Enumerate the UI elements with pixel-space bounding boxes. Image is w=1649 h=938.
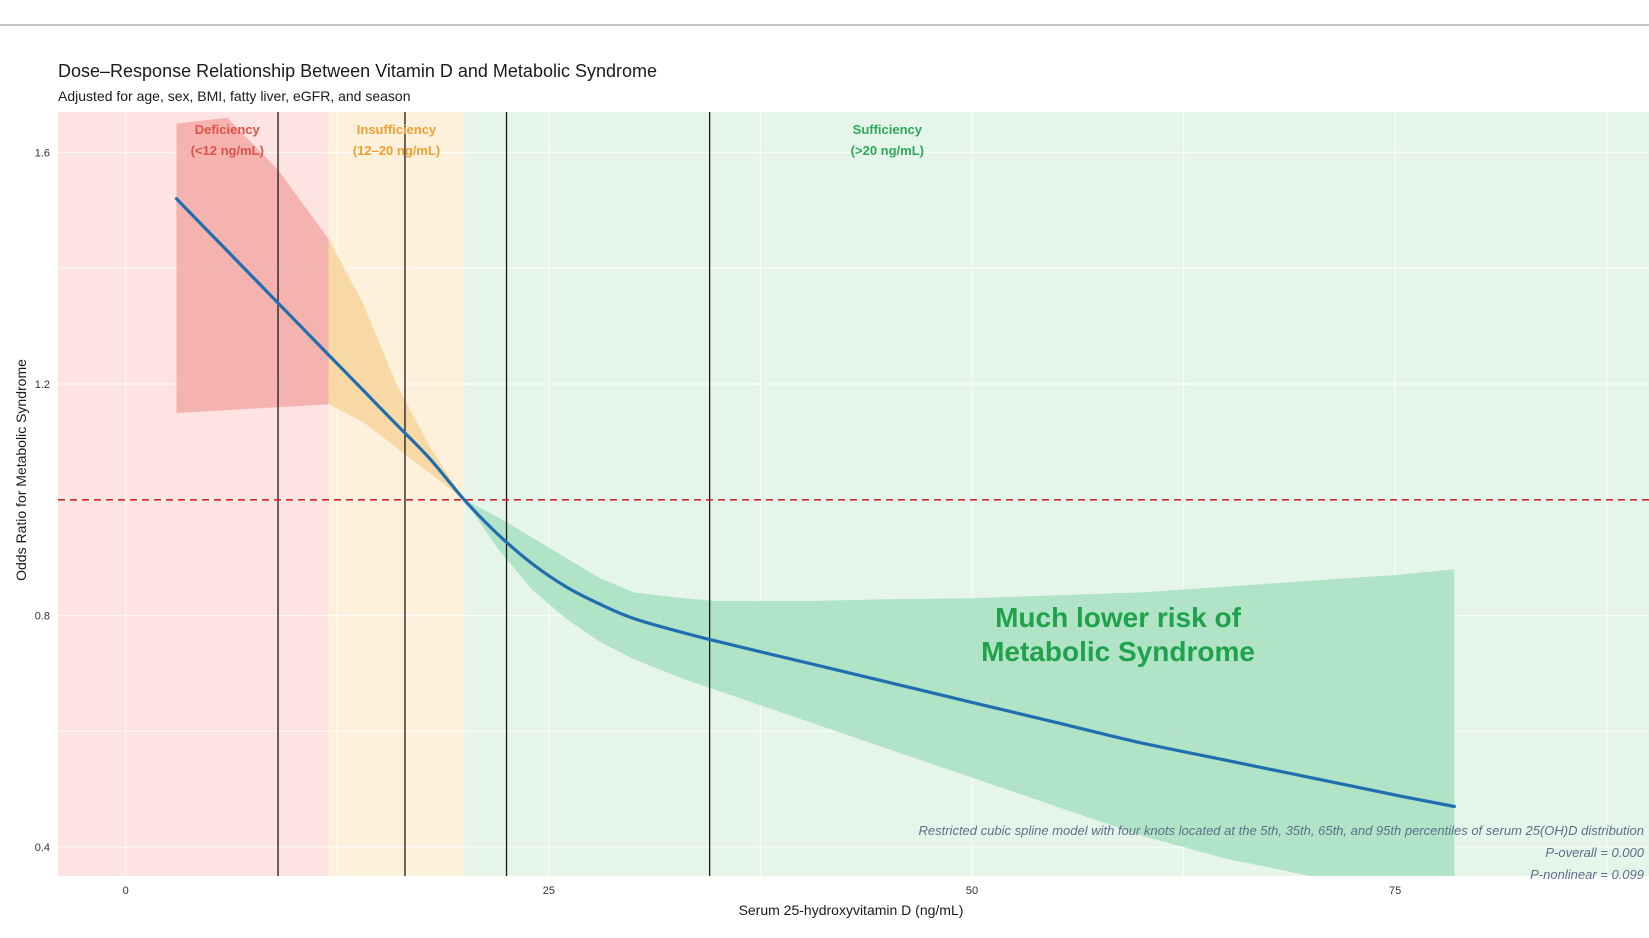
zone-label-3-range: (>20 ng/mL) (851, 143, 924, 158)
y-axis-label: Odds Ratio for Metabolic Syndrome (13, 359, 29, 581)
y-tick-label: 0.8 (35, 611, 50, 623)
chart-title: Dose–Response Relationship Between Vitam… (58, 61, 657, 81)
zone-label-1-range: (<12 ng/mL) (191, 143, 264, 158)
ci-band-insufficiency (328, 239, 465, 500)
y-tick-label: 1.2 (35, 379, 50, 391)
ci-band-sufficiency (464, 499, 1455, 876)
zone-background-2 (328, 112, 465, 876)
x-tick-label: 0 (123, 885, 129, 897)
y-tick-label: 0.4 (35, 842, 50, 854)
chart-subtitle: Adjusted for age, sex, BMI, fatty liver,… (58, 88, 411, 104)
x-axis-label: Serum 25-hydroxyvitamin D (ng/mL) (739, 902, 964, 918)
annotation-line-1: Much lower risk of (995, 602, 1241, 633)
zone-label-2-name: Insufficiency (357, 122, 437, 137)
x-tick-label: 50 (966, 885, 978, 897)
model-note: Restricted cubic spline model with four … (919, 823, 1645, 838)
annotation-line-2: Metabolic Syndrome (981, 636, 1255, 667)
or-spline-line (174, 197, 1456, 809)
p-overall-note: P-overall = 0.000 (1545, 845, 1644, 860)
zone-label-3-name: Sufficiency (853, 122, 923, 137)
y-tick-label: 1.6 (35, 148, 50, 160)
p-nonlinear-note: P-nonlinear = 0.099 (1530, 867, 1644, 882)
zone-label-2-range: (12–20 ng/mL) (353, 143, 440, 158)
zone-label-1-name: Deficiency (195, 122, 261, 137)
x-tick-label: 75 (1389, 885, 1401, 897)
x-tick-label: 25 (543, 885, 555, 897)
ci-band-deficiency (176, 117, 329, 414)
